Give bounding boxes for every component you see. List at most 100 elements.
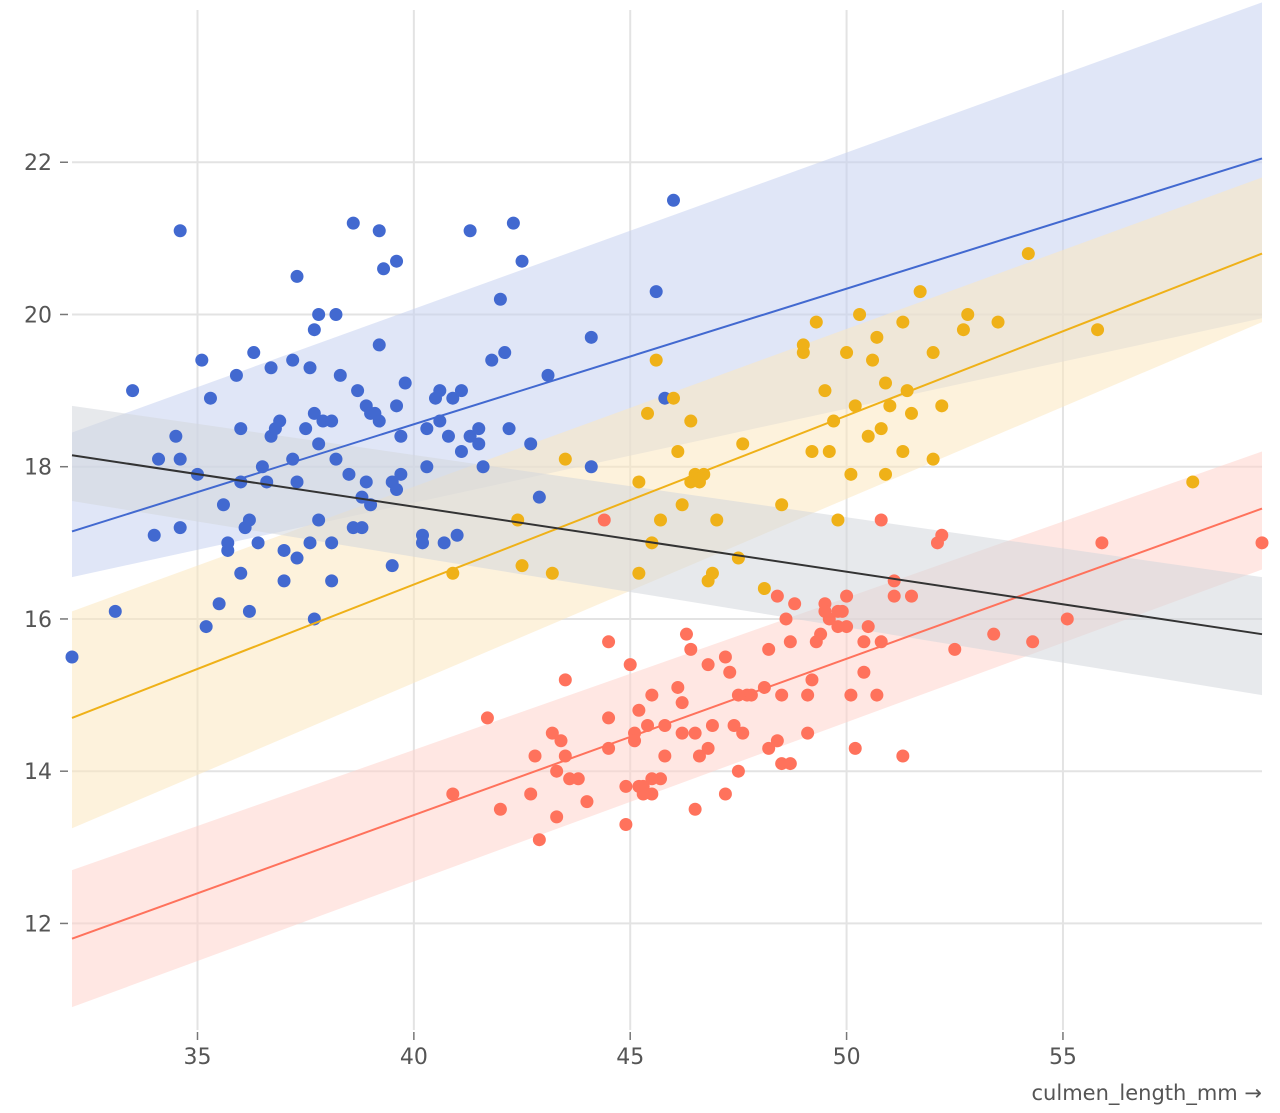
series-1-point [346, 216, 360, 230]
series-1-point [325, 414, 339, 428]
series-3-regression-line [71, 507, 1263, 940]
series-3-point [783, 757, 797, 771]
series-2-point [861, 429, 875, 443]
series-1-point [502, 422, 516, 436]
series-2-point [926, 452, 940, 466]
series-1-point [372, 338, 386, 352]
series-2-point [818, 384, 832, 398]
series-1-point [290, 269, 304, 283]
series-1-point [212, 597, 226, 611]
confidence-bands [72, 2, 1262, 1008]
series-3-point [987, 627, 1001, 641]
x-axis: 35 40 45 50 55 [183, 1032, 1077, 1070]
series-1-point [446, 391, 460, 405]
series-2-point [1091, 323, 1105, 337]
x-tick-label: 45 [616, 1045, 644, 1070]
x-tick-label: 35 [183, 1045, 211, 1070]
series-3-point [857, 635, 871, 649]
series-3-point [840, 589, 854, 603]
series-2-point [710, 513, 724, 527]
series-2-point [904, 406, 918, 420]
series-1-point [463, 429, 477, 443]
series-1-point [329, 307, 343, 321]
series-1-point [195, 353, 209, 367]
series-3-point [705, 719, 719, 733]
series-1-point [377, 262, 391, 276]
series-1-point [666, 193, 680, 207]
series-2-point [870, 330, 884, 344]
series-2-point [896, 444, 910, 458]
series-3-point [632, 703, 646, 717]
series-1-point [229, 368, 243, 382]
series-2-point [853, 307, 867, 321]
series-1-point [277, 543, 291, 557]
y-tick-label: 16 [24, 608, 52, 633]
series-1-point [472, 437, 486, 451]
series-1-point [290, 551, 304, 565]
y-tick-label: 22 [24, 151, 52, 176]
series-3-point [645, 787, 659, 801]
series-3-point [762, 642, 776, 656]
series-2-point [879, 376, 893, 390]
series-1-point [303, 536, 317, 550]
series-1-point [420, 422, 434, 436]
series-2-regression-line [71, 252, 1263, 719]
series-1-point [416, 536, 430, 550]
series-2-point [866, 353, 880, 367]
series-3-point [446, 787, 460, 801]
y-tick-label: 14 [24, 760, 52, 785]
series-3-point [623, 658, 637, 672]
series-2-point [1186, 475, 1200, 489]
series-1-point [173, 224, 187, 238]
series-2-point [632, 566, 646, 580]
series-1-point [437, 536, 451, 550]
series-1-point [312, 437, 326, 451]
series-3-point [1095, 536, 1109, 550]
series-1-point [199, 620, 213, 634]
series-3-point [779, 612, 793, 626]
series-1-point [476, 460, 490, 474]
series-1-point [307, 406, 321, 420]
series-1-point [390, 483, 404, 497]
series-2-point [913, 285, 927, 299]
series-1-point [515, 254, 529, 268]
series-3-point [654, 772, 668, 786]
series-2-point [809, 315, 823, 329]
series-3-point [701, 741, 715, 755]
series-3-point [857, 665, 871, 679]
series-1-point [524, 437, 538, 451]
series-3-point [679, 627, 693, 641]
series-1-point [221, 543, 235, 557]
series-1-point [325, 574, 339, 588]
series-3-point [688, 802, 702, 816]
series-3-point [671, 680, 685, 694]
series-3-point [619, 817, 633, 831]
series-1-point [584, 460, 598, 474]
series-1-point [203, 391, 217, 405]
series-2-point [935, 399, 949, 413]
series-2-point [684, 414, 698, 428]
series-2-point [641, 406, 655, 420]
series-3-point [597, 513, 611, 527]
series-1-point [234, 566, 248, 580]
overall-regression-line [71, 454, 1263, 636]
series-2-point [991, 315, 1005, 329]
series-3-point [619, 779, 633, 793]
series-3-point [822, 612, 836, 626]
series-1-point [420, 460, 434, 474]
series-1-point [385, 559, 399, 573]
series-3-point [814, 627, 828, 641]
x-tick-label: 55 [1049, 1045, 1077, 1070]
series-1-point [333, 368, 347, 382]
series-1-point [247, 346, 261, 360]
series-2-point [654, 513, 668, 527]
series-3-point [762, 741, 776, 755]
series-3-point [602, 635, 616, 649]
series-1-point [355, 490, 369, 504]
series-1-point [472, 422, 486, 436]
series-1-point [394, 429, 408, 443]
series-3-point [887, 574, 901, 588]
series-3-point [718, 787, 732, 801]
series-2-point [731, 551, 745, 565]
series-3-point [775, 688, 789, 702]
